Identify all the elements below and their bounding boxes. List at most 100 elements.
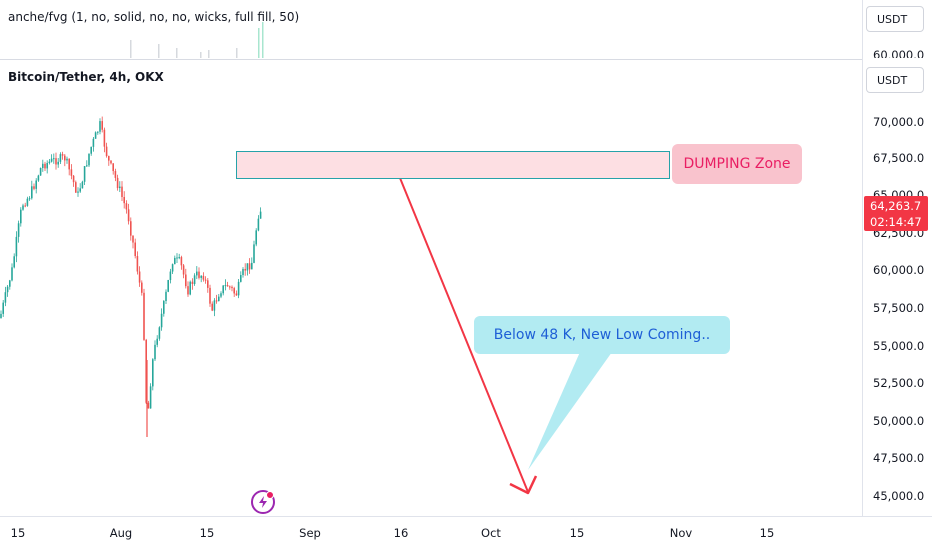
candle-body [17, 223, 20, 237]
time-tick-label: Oct [481, 526, 501, 540]
symbol-legend[interactable]: Bitcoin/Tether, 4h, OKX [8, 70, 164, 84]
candle-body [189, 281, 191, 295]
candle-body [242, 269, 244, 276]
indicator-bar [130, 40, 132, 58]
forecast-arrow-line[interactable] [399, 177, 529, 493]
indicator-bar [200, 52, 202, 58]
bar-countdown: 02:14:47 [870, 215, 922, 229]
candle-body [4, 292, 7, 303]
indicator-bar [258, 28, 260, 58]
notification-dot [266, 491, 274, 499]
candlestick-chart[interactable] [0, 0, 862, 516]
candle-body [64, 155, 66, 161]
candle-body [20, 209, 22, 224]
candle-body [231, 286, 233, 289]
pane-divider[interactable] [0, 59, 932, 60]
last-price-value: 64,263.7 [870, 199, 922, 213]
candle-body [94, 132, 97, 139]
price-tick-label: 60,000.0 [873, 263, 925, 277]
candle-body [204, 279, 207, 281]
indicator-bar [262, 22, 264, 58]
candle-body [180, 257, 183, 266]
candle-body [149, 386, 152, 409]
candle-body [108, 156, 110, 161]
time-tick-label: 15 [569, 526, 585, 540]
candle-body [6, 286, 9, 293]
time-tick-label: Sep [299, 526, 321, 540]
candle-body [86, 165, 88, 167]
dumping-zone-label[interactable]: DUMPING Zone [672, 144, 802, 184]
candle-body [191, 281, 194, 284]
candle-body [68, 158, 70, 170]
candle-body [114, 171, 117, 178]
candle-body [211, 303, 213, 311]
candle-body [75, 182, 77, 193]
price-tick-label: 52,500.0 [873, 376, 925, 390]
candle-body [136, 256, 139, 272]
candle-body [174, 257, 176, 265]
candle-body [13, 256, 15, 268]
candle-body [134, 242, 136, 257]
candle-body [218, 296, 220, 302]
time-tick-label: 16 [393, 526, 409, 540]
last-price-tag: 64,263.7 02:14:47 [864, 196, 928, 231]
candles [0, 116, 262, 437]
candle-body [182, 265, 185, 275]
candle-body [88, 153, 90, 166]
candle-body [119, 186, 121, 189]
candle-body [33, 186, 35, 189]
chart-currency-button[interactable]: USDT [866, 67, 924, 93]
candle-body [237, 281, 240, 296]
candle-body [240, 275, 242, 282]
candle-body [15, 236, 18, 257]
candle-body [253, 244, 255, 263]
candle-body [81, 181, 84, 189]
indicator-bar [176, 48, 178, 58]
candle-body [39, 168, 42, 176]
candle-body [187, 286, 189, 295]
candle-body [79, 188, 81, 192]
candle-body [202, 275, 205, 280]
time-tick-label: Nov [669, 526, 693, 540]
candle-body [72, 175, 75, 183]
candle-body [229, 286, 231, 288]
candle-body [200, 275, 202, 278]
candle-body [156, 338, 158, 345]
candle-body [154, 344, 156, 360]
candle-body [22, 205, 24, 210]
candle-body [213, 300, 216, 311]
candle-body [50, 158, 53, 162]
time-tick-label: 15 [10, 526, 26, 540]
forecast-arrowhead [509, 475, 538, 495]
price-tick-label: 70,000.0 [873, 115, 925, 129]
candle-body [55, 158, 57, 165]
candle-body [123, 196, 125, 204]
candle-body [220, 293, 222, 297]
candle-body [53, 158, 55, 160]
candle-body [26, 198, 29, 206]
candle-body [110, 160, 112, 164]
candle-body [101, 121, 103, 130]
indicator-volume-bars [130, 22, 264, 58]
indicator-pane[interactable]: anche/fvg (1, no, solid, no, no, wicks, … [0, 0, 862, 60]
candle-body [35, 180, 37, 189]
candle-body [92, 138, 95, 147]
indicator-currency-button[interactable]: USDT [866, 6, 924, 32]
candle-body [251, 262, 253, 270]
dumping-zone-rectangle[interactable] [236, 151, 670, 179]
candle-body [127, 209, 130, 222]
candle-body [222, 285, 224, 294]
candle-body [97, 131, 99, 133]
candle-body [169, 271, 172, 281]
candle-body [130, 221, 132, 236]
forecast-callout[interactable]: Below 48 K, New Low Coming.. [474, 316, 730, 354]
indicator-scale-label: 60,000.0 [873, 48, 925, 62]
candle-body [233, 288, 235, 294]
candle-body [176, 257, 178, 259]
candle-body [44, 163, 46, 169]
price-tick-label: 45,000.0 [873, 489, 925, 503]
candle-body [11, 267, 13, 281]
candle-body [257, 218, 260, 231]
time-axis[interactable] [0, 516, 932, 550]
indicator-legend[interactable]: anche/fvg (1, no, solid, no, no, wicks, … [8, 10, 300, 24]
